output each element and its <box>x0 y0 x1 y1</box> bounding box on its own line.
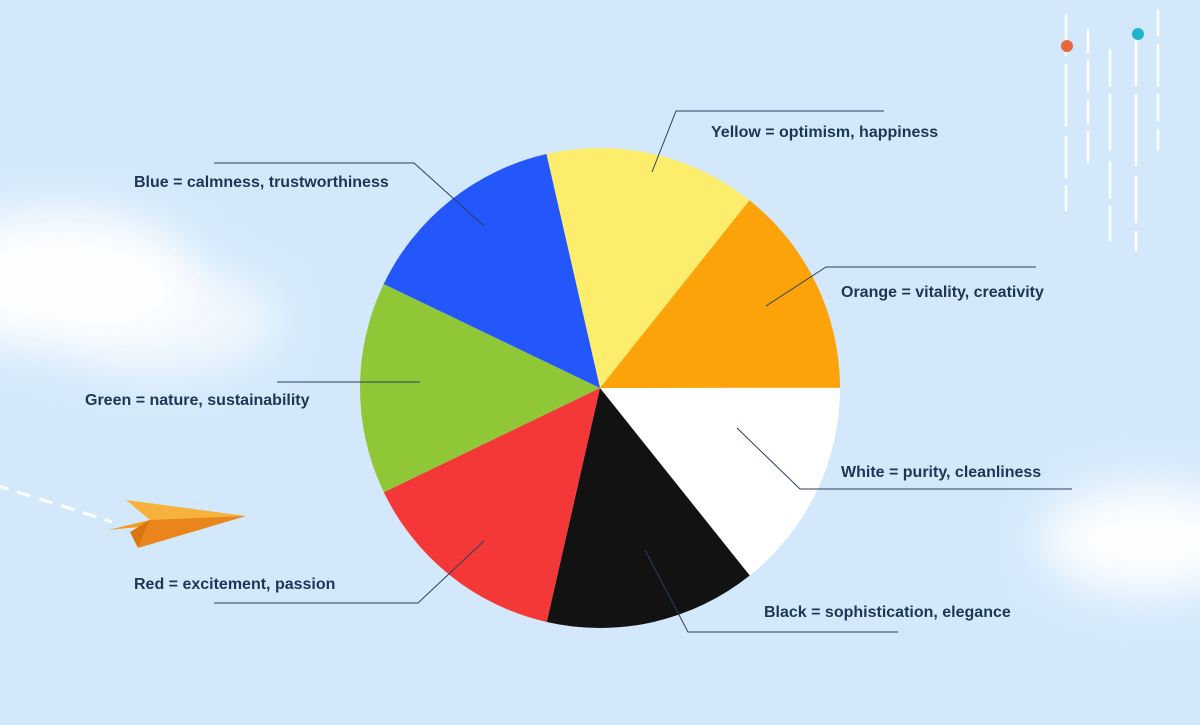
cloud-left <box>0 210 280 375</box>
dashed-flight-path <box>0 484 113 524</box>
cloud-right <box>1040 485 1200 595</box>
leader-line-yellow <box>651 110 884 173</box>
pie-slice-red <box>383 388 600 623</box>
pie-slice-black <box>546 388 750 628</box>
leader-line-black <box>644 549 898 633</box>
slice-label-blue: Blue = calmness, trustworthiness <box>134 174 389 191</box>
leader-line-orange <box>765 266 1036 307</box>
orange-dot-icon <box>1061 40 1073 52</box>
paper-plane-icon <box>108 500 246 548</box>
slice-label-black: Black = sophistication, elegance <box>764 604 1011 621</box>
vertical-dashed-lines <box>1064 8 1160 252</box>
slice-label-green: Green = nature, sustainability <box>85 392 310 409</box>
slice-label-orange: Orange = vitality, creativity <box>841 284 1044 301</box>
leader-line-blue <box>214 162 485 227</box>
slice-labels: Yellow = optimism, happiness Orange = vit… <box>85 124 1044 621</box>
leader-line-red <box>214 540 485 604</box>
slice-label-white: White = purity, cleanliness <box>841 464 1041 481</box>
pie-slice-blue <box>383 154 600 388</box>
pie-slice-yellow <box>546 147 750 388</box>
teal-dot-icon <box>1132 28 1144 40</box>
pie-slices <box>360 147 840 628</box>
slice-label-yellow: Yellow = optimism, happiness <box>711 124 938 141</box>
leader-lines <box>214 110 1072 633</box>
pie-slice-green <box>360 283 600 493</box>
pie-slice-orange <box>600 200 840 388</box>
leader-line-white <box>736 427 1072 490</box>
pie-slice-white <box>600 387 840 576</box>
slice-label-red: Red = excitement, passion <box>134 576 335 593</box>
